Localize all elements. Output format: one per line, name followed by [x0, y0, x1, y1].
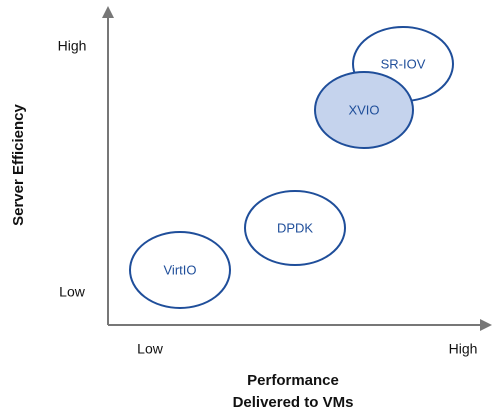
x-axis-title: Performance	[247, 372, 339, 389]
node-label: XVIO	[348, 102, 379, 117]
x-axis-title: Delivered to VMs	[233, 394, 354, 411]
y-low: Low	[59, 284, 86, 300]
node-ellipse	[129, 231, 231, 309]
y-high: High	[58, 38, 87, 54]
node-label: DPDK	[277, 220, 313, 235]
nodes: VirtIO DPDK SR-IOV XVIO	[129, 26, 454, 309]
x-high: High	[449, 341, 478, 357]
node-label: VirtIO	[164, 262, 197, 277]
node-label: SR-IOV	[381, 56, 426, 71]
y-axis-title: Server Efficiency	[10, 103, 27, 225]
x-low: Low	[137, 341, 164, 357]
node-ellipse	[244, 190, 346, 266]
node-ellipse	[314, 71, 414, 149]
